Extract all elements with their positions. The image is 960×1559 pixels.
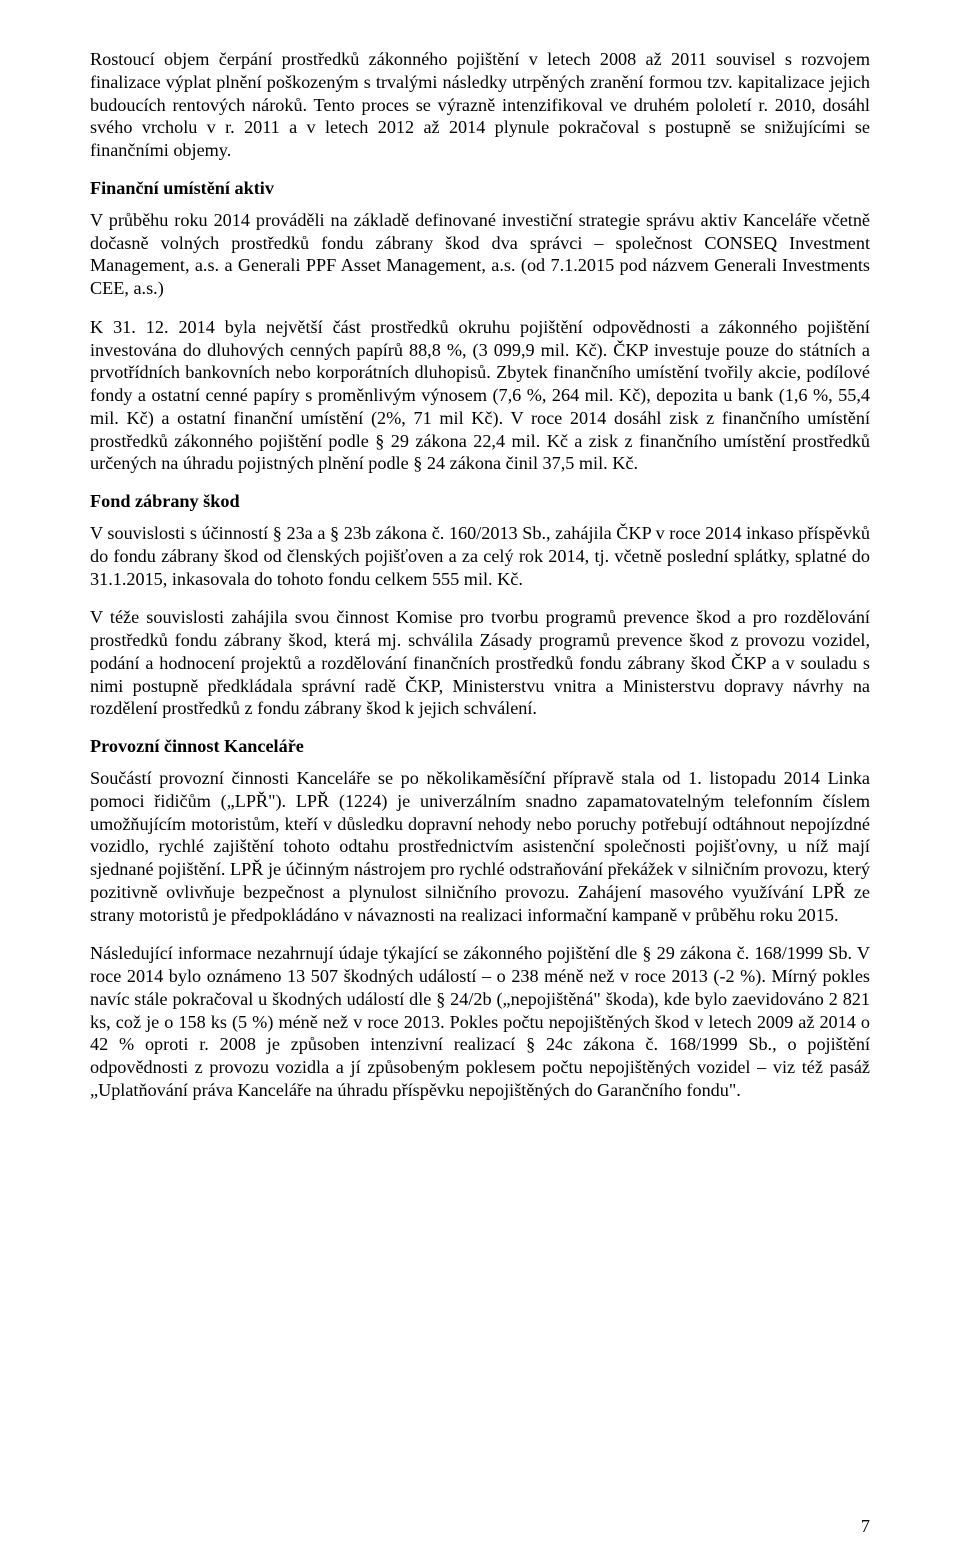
page-number: 7 (861, 1516, 870, 1537)
document-page: Rostoucí objem čerpání prostředků zákonn… (0, 0, 960, 1559)
paragraph: Rostoucí objem čerpání prostředků zákonn… (90, 48, 870, 162)
paragraph: K 31. 12. 2014 byla největší část prostř… (90, 316, 870, 475)
paragraph: V průběhu roku 2014 prováděli na základě… (90, 209, 870, 300)
section-heading-financial-placement: Finanční umístění aktiv (90, 178, 870, 199)
paragraph: Následující informace nezahrnují údaje t… (90, 942, 870, 1101)
paragraph: V souvislosti s účinností § 23a a § 23b … (90, 522, 870, 590)
paragraph: V téže souvislosti zahájila svou činnost… (90, 606, 870, 720)
section-heading-damage-prevention-fund: Fond zábrany škod (90, 491, 870, 512)
paragraph: Součástí provozní činnosti Kanceláře se … (90, 767, 870, 926)
section-heading-office-operations: Provozní činnost Kanceláře (90, 736, 870, 757)
